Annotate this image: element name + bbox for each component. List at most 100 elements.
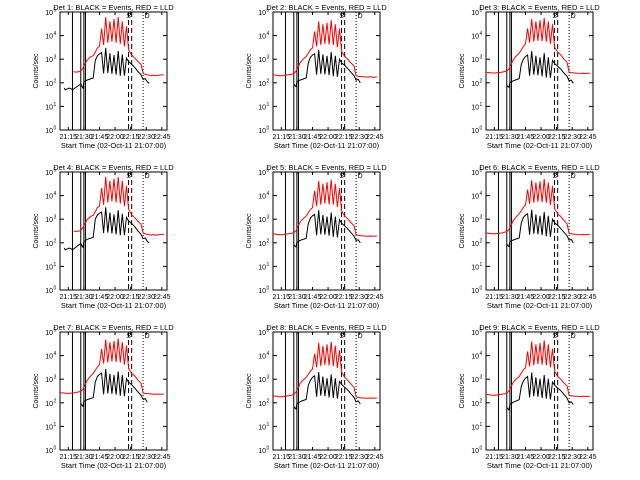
y-tick-label: 10 — [258, 241, 266, 248]
x-tick-label: 22:15 — [335, 294, 353, 301]
y-tick-exponent: 1 — [480, 262, 483, 268]
series-events-line — [63, 207, 150, 251]
y-tick-exponent: 2 — [267, 78, 270, 84]
plot-frame — [485, 171, 594, 291]
y-tick-exponent: 4 — [54, 31, 57, 37]
y-tick-label: 10 — [258, 57, 266, 64]
marker-d: D — [145, 13, 150, 20]
x-tick-label: 21:15 — [273, 294, 291, 301]
y-tick-label: 10 — [471, 330, 479, 337]
y-tick-label: 10 — [471, 128, 479, 135]
y-tick-exponent: 0 — [267, 126, 270, 132]
y-tick-exponent: 0 — [480, 286, 483, 292]
x-tick-label: 21:30 — [288, 294, 306, 301]
y-tick-exponent: 0 — [54, 286, 57, 292]
plot-frame — [59, 171, 168, 291]
y-tick-exponent: 4 — [480, 191, 483, 197]
marker-s: S — [339, 333, 344, 340]
y-tick-label: 10 — [258, 401, 266, 408]
marker-d: D — [571, 13, 576, 20]
x-tick-label: 21:15 — [273, 134, 291, 141]
x-tick-label: 22:15 — [335, 134, 353, 141]
y-tick-label: 10 — [471, 354, 479, 361]
series-lld-line — [272, 341, 377, 399]
x-tick-label: 21:15 — [273, 454, 291, 461]
x-tick-label: 21:45 — [517, 454, 535, 461]
x-tick-label: 22:00 — [106, 294, 124, 301]
marker-d: D — [358, 173, 363, 180]
y-tick-label: 10 — [258, 170, 266, 177]
x-tick-label: 21:45 — [517, 134, 535, 141]
y-tick-label: 10 — [45, 288, 53, 295]
x-tick-label: 21:15 — [486, 454, 504, 461]
x-tick-label: 21:15 — [60, 294, 78, 301]
y-tick-exponent: 4 — [267, 31, 270, 37]
y-tick-exponent: 2 — [54, 398, 57, 404]
y-tick-exponent: 5 — [267, 168, 270, 174]
series-lld-line — [59, 338, 164, 395]
y-tick-label: 10 — [471, 448, 479, 455]
marker-d: D — [358, 13, 363, 20]
y-tick-label: 10 — [45, 264, 53, 271]
x-tick-label: 22:45 — [579, 294, 597, 301]
y-tick-label: 10 — [45, 377, 53, 384]
y-tick-exponent: 4 — [480, 351, 483, 357]
x-tick-label: 22:15 — [122, 294, 140, 301]
panel-title: Det 3: BLACK = Events, RED = LLD — [479, 3, 600, 12]
y-tick-label: 10 — [471, 34, 479, 41]
x-tick-label: 21:30 — [501, 134, 519, 141]
y-tick-label: 10 — [45, 401, 53, 408]
y-tick-label: 10 — [258, 10, 266, 17]
y-tick-exponent: 1 — [267, 422, 270, 428]
series-lld-line — [73, 17, 165, 77]
x-tick-label: 21:30 — [501, 454, 519, 461]
y-tick-exponent: 4 — [54, 351, 57, 357]
marker-s: S — [552, 13, 557, 20]
y-tick-label: 10 — [471, 57, 479, 64]
x-tick-label: 21:15 — [60, 454, 78, 461]
series-lld-line — [272, 20, 377, 78]
y-tick-exponent: 0 — [267, 286, 270, 292]
y-tick-label: 10 — [471, 424, 479, 431]
x-tick-label: 21:15 — [60, 134, 78, 141]
x-tick-label: 22:45 — [153, 134, 171, 141]
y-tick-exponent: 2 — [54, 78, 57, 84]
y-tick-exponent: 3 — [54, 215, 57, 221]
x-tick-label: 22:30 — [137, 134, 155, 141]
y-tick-exponent: 3 — [267, 55, 270, 61]
x-tick-label: 22:30 — [350, 294, 368, 301]
y-tick-label: 10 — [471, 217, 479, 224]
y-tick-label: 10 — [258, 34, 266, 41]
x-tick-label: 21:45 — [304, 454, 322, 461]
x-tick-label: 22:30 — [137, 454, 155, 461]
x-tick-label: 21:30 — [501, 294, 519, 301]
marker-s: S — [126, 333, 131, 340]
y-tick-label: 10 — [258, 81, 266, 88]
x-tick-label: 22:00 — [106, 454, 124, 461]
y-tick-exponent: 3 — [54, 375, 57, 381]
panel-title: Det 7: BLACK = Events, RED = LLD — [53, 323, 174, 332]
y-tick-exponent: 5 — [480, 8, 483, 14]
marker-s: S — [126, 13, 131, 20]
x-axis-label: Start Time (02-Oct-11 21:07:00) — [487, 141, 593, 150]
y-tick-label: 10 — [258, 194, 266, 201]
x-tick-label: 21:30 — [288, 454, 306, 461]
y-tick-label: 10 — [258, 288, 266, 295]
y-tick-label: 10 — [471, 194, 479, 201]
y-tick-exponent: 1 — [480, 422, 483, 428]
y-tick-label: 10 — [45, 217, 53, 224]
y-tick-exponent: 5 — [54, 168, 57, 174]
x-tick-label: 22:45 — [366, 454, 384, 461]
y-tick-label: 10 — [258, 330, 266, 337]
y-tick-exponent: 1 — [54, 422, 57, 428]
y-tick-label: 10 — [45, 330, 53, 337]
y-tick-label: 10 — [45, 194, 53, 201]
x-tick-label: 22:15 — [548, 454, 566, 461]
y-tick-label: 10 — [471, 81, 479, 88]
